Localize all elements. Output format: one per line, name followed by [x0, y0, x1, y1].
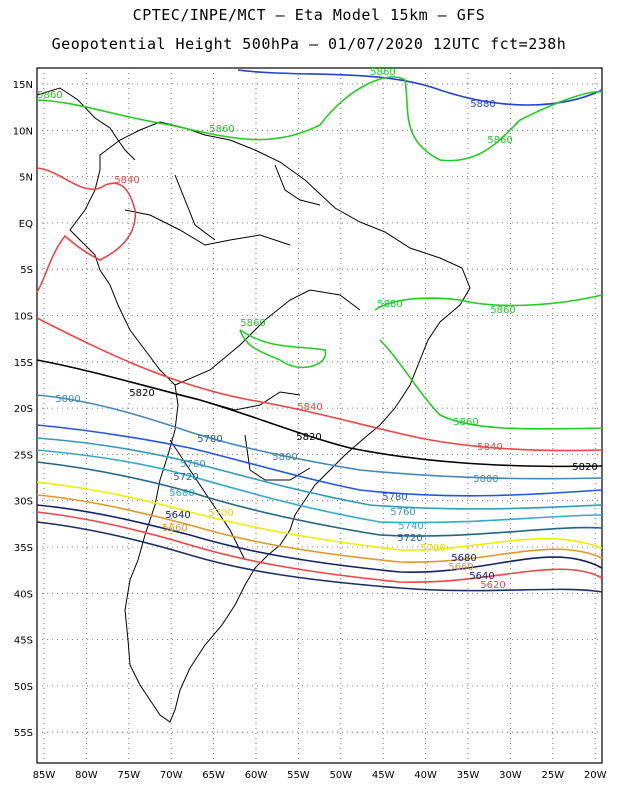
contour-label: 5860 — [209, 124, 234, 135]
contour-label: 5620 — [480, 580, 505, 591]
contour-5720 — [36, 461, 603, 537]
contour-5700 — [36, 481, 603, 551]
contour-5660 — [36, 504, 603, 573]
contour-5680 — [36, 494, 603, 563]
contour-5860-north — [36, 76, 603, 162]
lon-tick-label: 50W — [329, 770, 352, 781]
contour-5860-south — [379, 339, 603, 430]
graticule — [37, 68, 602, 763]
lon-tick-label: 75W — [117, 770, 140, 781]
country-border — [174, 289, 361, 386]
lat-tick-label: 40S — [14, 589, 33, 600]
lon-tick-label: 60W — [245, 770, 268, 781]
contour-5780 — [36, 424, 603, 497]
lat-tick-label: 50S — [14, 682, 33, 693]
contour-label: 5840 — [477, 442, 502, 453]
lat-tick-label: 55S — [14, 728, 33, 739]
lat-tick-label: 15S — [14, 358, 33, 369]
contour-5880-brazil — [374, 294, 603, 311]
contour-label: 5720 — [397, 533, 422, 544]
lon-tick-label: 35W — [457, 770, 480, 781]
contour-label: 5860 — [487, 135, 512, 146]
contour-label: 5800 — [55, 394, 80, 405]
axis-ticks: 15N 10N 5N EQ 5S 10S 15S 20S 25S 30S 35S 40S 45S 50S 5… — [13, 80, 607, 781]
lon-tick-label: 55W — [287, 770, 310, 781]
lat-tick-label: 15N — [13, 80, 33, 91]
contour-5640 — [36, 511, 603, 583]
lat-tick-label: 10S — [14, 312, 33, 323]
contour-label: 5640 — [469, 571, 494, 582]
lat-tick-label: 35S — [14, 543, 33, 554]
lon-tick-label: 85W — [33, 770, 56, 781]
contour-label: 5840 — [114, 175, 139, 186]
contour-label: 5860 — [37, 90, 62, 101]
chart-title-line2: Geopotential Height 500hPa – 01/07/2020 … — [51, 35, 567, 53]
contour-label: 5660 — [162, 523, 187, 534]
country-border — [124, 209, 291, 246]
contour-label: 5780 — [382, 492, 407, 503]
map-frame — [36, 67, 603, 764]
contour-5840 — [36, 317, 603, 452]
contour-label: 5720 — [173, 472, 198, 483]
lon-tick-label: 25W — [541, 770, 564, 781]
contour-5820 — [36, 359, 603, 468]
contour-label: 5820 — [296, 432, 321, 443]
contour-5760 — [36, 437, 603, 510]
lat-tick-label: 25S — [14, 450, 33, 461]
contour-label: 5760 — [180, 459, 205, 470]
lon-tick-label: 80W — [75, 770, 98, 781]
lat-tick-label: 20S — [14, 404, 33, 415]
contour-label: 5800 — [272, 452, 297, 463]
lat-tick-label: 5S — [20, 265, 33, 276]
lat-tick-label: 10N — [13, 126, 33, 137]
lon-tick-label: 30W — [499, 770, 522, 781]
contour-label: 5880 — [377, 299, 402, 310]
lat-tick-label: 30S — [14, 497, 33, 508]
contour-label: 5820 — [572, 462, 597, 473]
contour-labels: 5860 5860 5860 5880 5860 5840 5880 5860 5860 5820… — [37, 67, 597, 591]
lon-tick-label: 70W — [160, 770, 183, 781]
contour-5860-brazil — [239, 329, 327, 369]
contour-5740 — [36, 449, 603, 524]
contour-label: 5700 — [208, 508, 233, 519]
contour-5840-amazon — [36, 167, 136, 293]
contour-label: 5780 — [197, 434, 222, 445]
contour-5620 — [36, 521, 603, 593]
contour-label: 5860 — [453, 417, 478, 428]
lat-tick-label: 5N — [19, 173, 33, 184]
contour-lines — [36, 69, 603, 593]
contour-label: 5860 — [490, 305, 515, 316]
lon-tick-label: 65W — [202, 770, 225, 781]
contour-label: 5800 — [473, 474, 498, 485]
contour-label: 5660 — [448, 562, 473, 573]
central-america-coast — [36, 87, 136, 161]
country-border — [174, 174, 216, 241]
contour-label: 5760 — [390, 507, 415, 518]
contour-label: 5860 — [240, 318, 265, 329]
contour-label: 5880 — [470, 99, 495, 110]
chart-title-line1: CPTEC/INPE/MCT – Eta Model 15km – GFS — [132, 6, 486, 24]
contour-label: 5860 — [370, 67, 395, 78]
lon-tick-label: 40W — [414, 770, 437, 781]
contour-label: 5640 — [165, 510, 190, 521]
contour-label: 5740 — [398, 521, 423, 532]
country-border — [274, 164, 321, 206]
contour-label: 5700 — [420, 543, 445, 554]
contour-label: 5680 — [169, 488, 194, 499]
south-america-coast — [69, 121, 471, 723]
contour-label: 5840 — [297, 402, 322, 413]
contour-label: 5820 — [129, 388, 154, 399]
lat-tick-label: 45S — [14, 636, 33, 647]
lat-tick-label: EQ — [19, 219, 33, 230]
contour-label: 5680 — [451, 553, 476, 564]
lon-tick-label: 20W — [584, 770, 607, 781]
contour-5800 — [36, 394, 603, 480]
lon-tick-label: 45W — [372, 770, 395, 781]
